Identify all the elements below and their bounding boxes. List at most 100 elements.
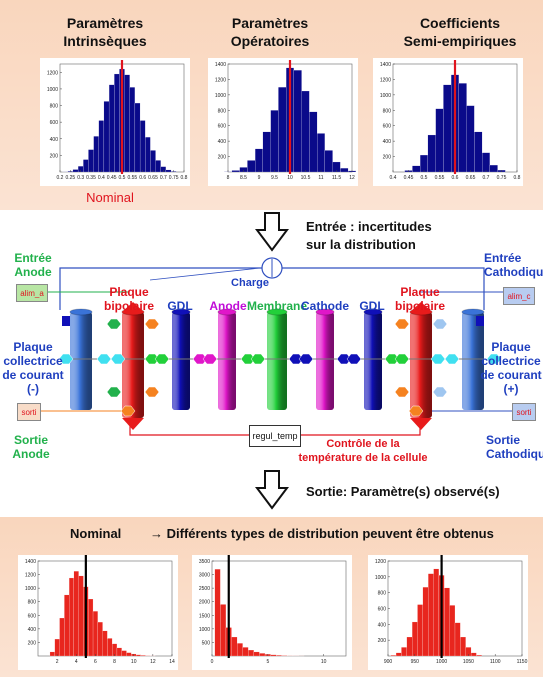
histogram-bar — [93, 136, 99, 173]
histogram-bar — [150, 150, 156, 173]
histogram-bar — [401, 647, 407, 657]
x-tick-label: 0.5 — [119, 175, 126, 181]
y-tick-label: 1200 — [25, 573, 36, 579]
histogram-bar — [420, 154, 428, 173]
collector-right-column-shade — [462, 312, 484, 410]
cathode-column-shade — [316, 312, 334, 410]
output-arrow-icon — [255, 470, 289, 510]
histogram-bar — [121, 650, 127, 657]
flux-port — [444, 353, 460, 365]
histogram-bar — [165, 169, 172, 173]
thermal-port — [144, 386, 160, 398]
histogram-intrinsic: 200 400 600 800 1000 1200 0.2 0.25 0.3 0.35 0.4 0.4… — [40, 58, 190, 186]
y-tick-label: 1500 — [199, 613, 210, 619]
x-tick-label: 0.3 — [77, 175, 84, 181]
histogram-operating: 200 400 600 800 1000 1200 1400 8 8.5 9 9.5 10 10.5 11… — [208, 58, 358, 186]
histogram-bar — [134, 102, 141, 173]
bipolar-right-bottom — [410, 418, 432, 430]
y-tick-label: 1200 — [47, 70, 58, 76]
gdl-left-column-shade — [172, 312, 190, 410]
histogram-bar — [126, 652, 132, 657]
sortie-anode-label: Sortie Anode — [12, 433, 50, 461]
alim-c-block: alim_c — [503, 287, 535, 305]
histogram-bar — [59, 617, 65, 657]
x-tick-label: 11.5 — [332, 175, 342, 181]
histogram-bar — [253, 651, 260, 657]
header-intrinsic: Paramètres Intrinsèques — [63, 15, 147, 49]
x-tick-label: 8.5 — [240, 175, 247, 181]
histogram-bar — [460, 636, 466, 657]
flux-port — [250, 353, 266, 365]
y-tick-label: 1000 — [199, 627, 210, 633]
flux-port — [298, 353, 314, 365]
histogram-output-3: 200 400 600 800 1000 1200 900 950 1000 1050 1100 11… — [368, 555, 528, 670]
y-tick-label: 400 — [218, 139, 227, 145]
thermal-port — [408, 405, 424, 417]
input-arrow-icon — [255, 212, 289, 252]
y-tick-label: 1400 — [380, 62, 391, 68]
charge-label: Charge — [231, 277, 269, 289]
histogram-bar — [98, 120, 105, 173]
bipolar-right-column-shade — [410, 312, 432, 418]
x-tick-label: 0.6 — [139, 175, 146, 181]
x-tick-label: 0.25 — [65, 175, 75, 181]
y-tick-label: 1000 — [215, 93, 226, 99]
histogram-bar — [470, 652, 477, 657]
histogram-bar — [124, 74, 130, 173]
histogram-bar — [476, 654, 482, 657]
histogram-bar — [78, 575, 84, 657]
histogram-bar — [427, 134, 436, 173]
x-tick-label: 1000 — [436, 659, 447, 665]
fuel-cell-diagram — [39, 257, 512, 436]
nominal-label-top: Nominal — [86, 190, 134, 205]
cathode-column-cap — [315, 308, 335, 316]
histogram-bar — [262, 131, 271, 173]
controle-temperature-label: Contrôle de la température de la cellule — [298, 438, 428, 464]
y-tick-label: 800 — [28, 600, 37, 606]
histogram-bar — [237, 643, 243, 657]
y-tick-label: 400 — [378, 622, 387, 628]
sorti-cathode-block: sorti — [512, 403, 536, 421]
histogram-bar — [317, 133, 325, 173]
histogram-bar — [270, 110, 279, 173]
histogram-bar — [395, 652, 402, 657]
x-tick-label: 10 — [321, 659, 327, 665]
y-tick-label: 200 — [383, 155, 392, 161]
sorti-anode-block: sorti — [17, 403, 41, 421]
histogram-bar — [435, 108, 444, 173]
flux-port — [430, 353, 446, 365]
histogram-bar — [155, 160, 161, 173]
histogram-bar — [270, 654, 277, 657]
histogram-bar — [88, 149, 94, 173]
plaque-bipolaire-right-label: Plaque bipolaire — [395, 285, 446, 313]
x-tick-label: 0.7 — [483, 175, 490, 181]
output-parameter-text: Sortie: Paramètre(s) observé(s) — [306, 484, 500, 499]
bipolar-left-top — [122, 302, 144, 312]
thermal-port — [120, 405, 136, 417]
x-tick-label: 0.65 — [466, 175, 476, 181]
x-tick-label: 6 — [94, 659, 97, 665]
histogram-bar — [220, 604, 227, 657]
histogram-bar — [116, 647, 122, 657]
x-tick-label: 9 — [258, 175, 261, 181]
flux-port — [394, 353, 410, 365]
flux-port — [58, 353, 74, 365]
x-tick-label: 4 — [75, 659, 78, 665]
header-semi-empirical: Coefficients Semi-empiriques — [403, 15, 517, 49]
histogram-output-2: 500 1000 1500 2000 2500 3000 3500 0 5 10 — [192, 555, 352, 670]
bipolar-left-column-shade — [122, 312, 144, 418]
x-tick-label: 12 — [349, 175, 355, 181]
x-tick-label: 0.8 — [181, 175, 188, 181]
anode-gas-port — [106, 318, 122, 330]
thermal-port — [144, 318, 160, 330]
y-tick-label: 600 — [218, 124, 227, 130]
histogram-bar — [107, 638, 113, 657]
anode-label: Anode — [209, 299, 247, 313]
x-tick-label: 0.55 — [127, 175, 137, 181]
cathode-label: Cathode — [301, 299, 349, 313]
flux-port — [346, 353, 362, 365]
y-tick-label: 800 — [383, 108, 392, 114]
y-tick-label: 1400 — [25, 559, 36, 565]
x-tick-label: 0.8 — [514, 175, 521, 181]
membrane-column-shade — [267, 312, 287, 410]
